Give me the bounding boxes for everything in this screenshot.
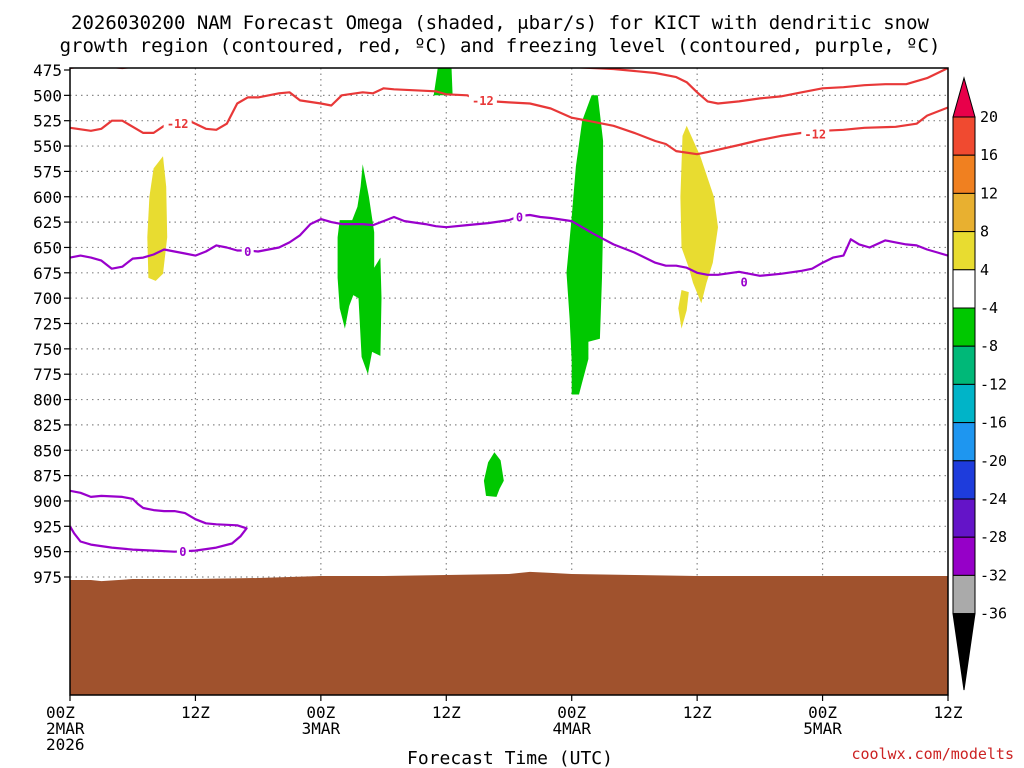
contour-label-layer: -12 -12 -12 0 0 0 0 [163, 93, 830, 559]
contour-label: 0 [516, 211, 523, 225]
x-tick-label: 00Z [46, 703, 75, 722]
colorbar-segment [952, 383, 976, 424]
colorbar-segment [952, 231, 976, 271]
colorbar-level-label: -16 [980, 414, 1007, 432]
y-tick-label: 875 [33, 467, 62, 486]
omega-region-green-c [337, 164, 382, 375]
y-tick-label: 650 [33, 238, 62, 257]
plot-frame [69, 67, 949, 696]
y-tick-label: 950 [33, 543, 62, 562]
y-tick-label: 975 [33, 568, 62, 587]
contour-label-bg [468, 93, 497, 108]
colorbar-segment [952, 307, 976, 347]
colorbar-level-label: -36 [980, 605, 1007, 623]
y-tick-label: 700 [33, 289, 62, 308]
colorbar-segment [952, 154, 976, 194]
x-tick-label: 12Z [181, 703, 210, 722]
colorbar-segment [952, 116, 976, 156]
contour-label: -12 [472, 94, 494, 108]
colorbar-bottom-arrow [952, 613, 976, 691]
y-tick-label: 850 [33, 441, 62, 460]
y-tick-label: 800 [33, 391, 62, 410]
chart-title-line-2: growth region (contoured, red, ºC) and f… [60, 35, 941, 57]
colorbar-level-label: -8 [980, 337, 998, 355]
colorbar-level-label: -32 [980, 566, 1007, 584]
contour-label-bg [163, 116, 192, 131]
credit-text: coolwx.com/modelts [851, 745, 1014, 763]
contour-label-bg [176, 544, 189, 559]
colorbar: 20 16 12 8 4 -4 -8 -12 -16 -20 -24 -28 -32 -36 [952, 76, 1007, 691]
colorbar-segment [952, 422, 976, 462]
y-tick-label: 675 [33, 264, 62, 283]
contour-label: -12 [804, 127, 826, 141]
colorbar-level-label: 20 [980, 108, 998, 126]
terrain-fill [70, 571, 948, 695]
dgz-contour-1 [70, 68, 948, 105]
omega-region-yellow-e [680, 125, 718, 304]
terrain-layer [70, 571, 948, 695]
x-tick-label: 12Z [683, 703, 712, 722]
colorbar-segment [952, 536, 976, 576]
omega-region-green-d [566, 95, 604, 395]
contour-label: 0 [741, 275, 748, 289]
plot-content [70, 68, 948, 695]
y-tick-label: 550 [33, 137, 62, 156]
y-tick-label: 600 [33, 188, 62, 207]
x-tick-label: 5MAR [803, 719, 842, 738]
colorbar-segment [952, 498, 976, 538]
y-tick-label: 775 [33, 365, 62, 384]
colorbar-level-label: 12 [980, 184, 998, 202]
contour-label-bg [513, 210, 526, 225]
contour-label: -12 [167, 117, 189, 131]
freezing-contour-1 [70, 489, 248, 553]
x-tick-label: 00Z [808, 703, 837, 722]
x-tick-label: 2MAR [46, 719, 85, 738]
y-tick-label: 500 [33, 86, 62, 105]
y-tick-label: 900 [33, 492, 62, 511]
colorbar-level-label: 16 [980, 146, 998, 164]
x-tick-label: 12Z [934, 703, 963, 722]
x-axis-title: Forecast Time (UTC) [407, 748, 613, 768]
omega-shading-layer [147, 68, 718, 497]
omega-region-yellow-f [678, 290, 689, 329]
x-tick-label: 3MAR [302, 719, 341, 738]
x-tick-label: 00Z [557, 703, 586, 722]
colorbar-segment [952, 269, 976, 309]
colorbar-level-label: -28 [980, 528, 1007, 546]
contour-label-bg [241, 244, 254, 259]
y-tick-label: 825 [33, 416, 62, 435]
x-tick-label: 4MAR [552, 719, 591, 738]
y-axis: 475 500 525 550 575 600 625 650 675 700 725 750 775 8… [33, 61, 70, 587]
omega-region-green-g [483, 452, 504, 497]
contour-label-bg [738, 274, 751, 289]
x-tick-label: 2026 [46, 735, 85, 754]
y-tick-label: 525 [33, 112, 62, 131]
colorbar-segment [952, 460, 976, 500]
colorbar-segment [952, 345, 976, 385]
contour-label-bg [801, 126, 830, 141]
y-tick-label: 475 [33, 61, 62, 80]
y-tick-label: 575 [33, 162, 62, 181]
colorbar-level-label: -4 [980, 299, 998, 317]
chart-title-line-1: 2026030200 NAM Forecast Omega (shaded, μ… [71, 12, 929, 34]
colorbar-level-label: 8 [980, 223, 989, 241]
colorbar-level-label: -20 [980, 452, 1007, 470]
y-tick-label: 750 [33, 340, 62, 359]
contour-label: 0 [179, 545, 186, 559]
colorbar-level-label: 4 [980, 261, 989, 279]
y-tick-label: 725 [33, 315, 62, 334]
y-tick-label: 925 [33, 517, 62, 536]
y-tick-label: 625 [33, 213, 62, 232]
contour-label: 0 [244, 245, 251, 259]
colorbar-segment [952, 192, 976, 233]
freezing-contour-0 [70, 213, 948, 277]
x-tick-label: 12Z [432, 703, 461, 722]
colorbar-level-label: -24 [980, 490, 1007, 508]
omega-region-green-b [433, 68, 453, 96]
colorbar-level-label: -12 [980, 375, 1007, 393]
colorbar-segment [952, 574, 976, 615]
x-tick-label: 00Z [306, 703, 335, 722]
